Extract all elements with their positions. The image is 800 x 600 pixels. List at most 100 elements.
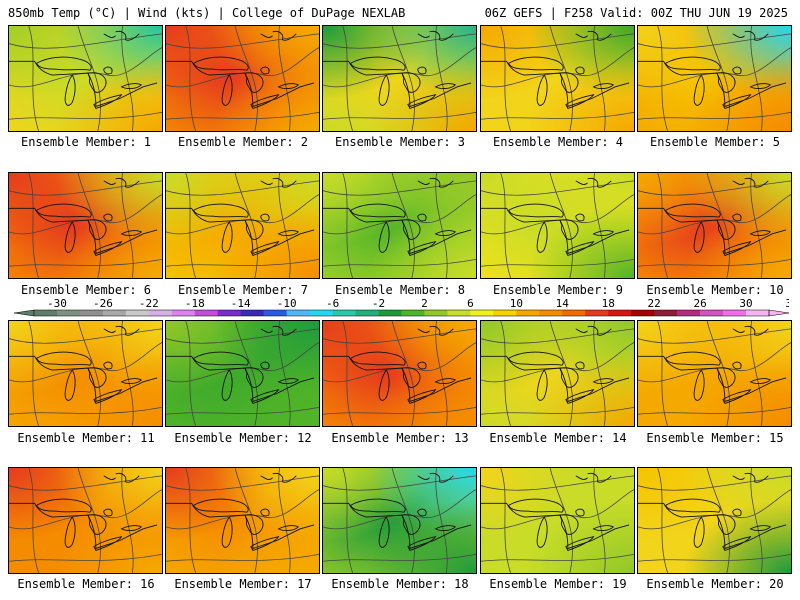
map-outline: [36, 56, 92, 71]
colorbar-segment: [56, 310, 81, 316]
ensemble-member-label: Ensemble Member: 16: [17, 577, 155, 591]
map-outline: [272, 30, 297, 41]
map-outline: [508, 56, 564, 71]
colorbar-segment: [516, 310, 540, 316]
contour-line: [323, 328, 476, 344]
colorbar-segment: [677, 310, 701, 316]
map-outline: [665, 498, 721, 513]
contour-line: [391, 468, 415, 573]
map-outline: [732, 180, 745, 185]
colorbar-segment: [493, 310, 517, 316]
map-outline: [221, 74, 233, 106]
contour-line: [481, 342, 634, 383]
contour-line: [166, 33, 319, 49]
contour-line: [638, 406, 791, 415]
colorbar-segment: [631, 310, 655, 316]
contour-line: [185, 173, 196, 278]
map-outline: [417, 180, 430, 185]
map-outline: [417, 328, 430, 333]
contour-line: [435, 321, 448, 426]
contour-line: [638, 342, 791, 383]
map-outline: [221, 369, 233, 401]
map-outline: [565, 536, 595, 551]
ensemble-member-label: Ensemble Member: 6: [20, 283, 152, 297]
colorbar-tick-label: -26: [93, 297, 113, 310]
map-outline: [732, 213, 742, 222]
colorbar-segment: [562, 310, 586, 316]
map-outline: [536, 74, 548, 106]
colorbar-tick-label: 6: [467, 297, 474, 310]
map-outline: [429, 177, 454, 188]
contour-line: [9, 406, 162, 415]
map-outline: [103, 66, 113, 75]
contour-line: [750, 321, 763, 426]
contour-line: [185, 26, 196, 131]
colorbar-tick-label: -22: [139, 297, 159, 310]
contour-line: [166, 342, 319, 383]
map-outline: [87, 219, 107, 240]
map-outline: [166, 502, 315, 550]
contour-line: [638, 258, 791, 267]
contour-line: [166, 489, 319, 530]
contour-line: [323, 342, 476, 383]
contour-line: [481, 475, 634, 491]
map-outline: [536, 516, 548, 548]
ensemble-map-panel: [322, 172, 477, 279]
map-outline: [693, 221, 705, 253]
map-outline: [36, 351, 92, 366]
map-outline: [749, 525, 772, 531]
map-outline: [103, 33, 116, 38]
map-outline: [115, 177, 140, 188]
ensemble-member-label: Ensemble Member: 17: [174, 577, 312, 591]
contour-line: [9, 475, 162, 491]
ensemble-member-label: Ensemble Member: 1: [20, 135, 152, 149]
ensemble-map-panel: [8, 172, 163, 279]
map-outline: [115, 472, 140, 483]
map-outline: [575, 213, 585, 222]
contour-line: [323, 406, 476, 415]
ensemble-member-label: Ensemble Member: 14: [489, 431, 627, 445]
map-outline: [401, 514, 421, 535]
contour-line: [28, 321, 39, 426]
map-outline: [429, 30, 454, 41]
ensemble-member-label: Ensemble Member: 15: [646, 431, 784, 445]
contour-line: [481, 489, 634, 530]
colorbar-tick-label: 30: [739, 297, 752, 310]
map-outline: [250, 389, 280, 404]
colorbar-tick-label: -30: [47, 297, 67, 310]
ensemble-member-label: Ensemble Member: 4: [492, 135, 624, 149]
map-outline: [93, 536, 123, 551]
map-outline: [732, 33, 745, 38]
map-outline: [587, 325, 612, 336]
map-outline: [401, 219, 421, 240]
contour-line: [9, 47, 162, 88]
contour-line: [481, 194, 634, 235]
contour-line: [323, 553, 476, 562]
contour-line: [638, 194, 791, 235]
map-outline: [732, 66, 742, 75]
map-outline: [407, 536, 437, 551]
contour-line: [166, 111, 319, 120]
contour-line: [481, 258, 634, 267]
map-outline: [434, 378, 457, 384]
contour-line: [9, 328, 162, 344]
contour-line: [750, 26, 763, 131]
contour-line: [593, 321, 606, 426]
map-outline: [250, 536, 280, 551]
ensemble-member-label: Ensemble Member: 11: [17, 431, 155, 445]
map-outline: [221, 221, 233, 253]
contour-line: [9, 489, 162, 530]
map-outline: [93, 94, 123, 109]
contour-line: [500, 321, 511, 426]
contour-line: [278, 321, 291, 426]
map-outline: [559, 514, 579, 535]
colorbar-segment: [378, 310, 402, 316]
map-outline: [481, 355, 630, 403]
map-outline: [749, 83, 772, 89]
map-outline: [378, 221, 390, 253]
contour-line: [391, 26, 415, 131]
contour-line: [638, 47, 791, 88]
colorbar-segment: [401, 310, 425, 316]
contour-line: [500, 26, 511, 131]
map-outline: [481, 60, 630, 108]
